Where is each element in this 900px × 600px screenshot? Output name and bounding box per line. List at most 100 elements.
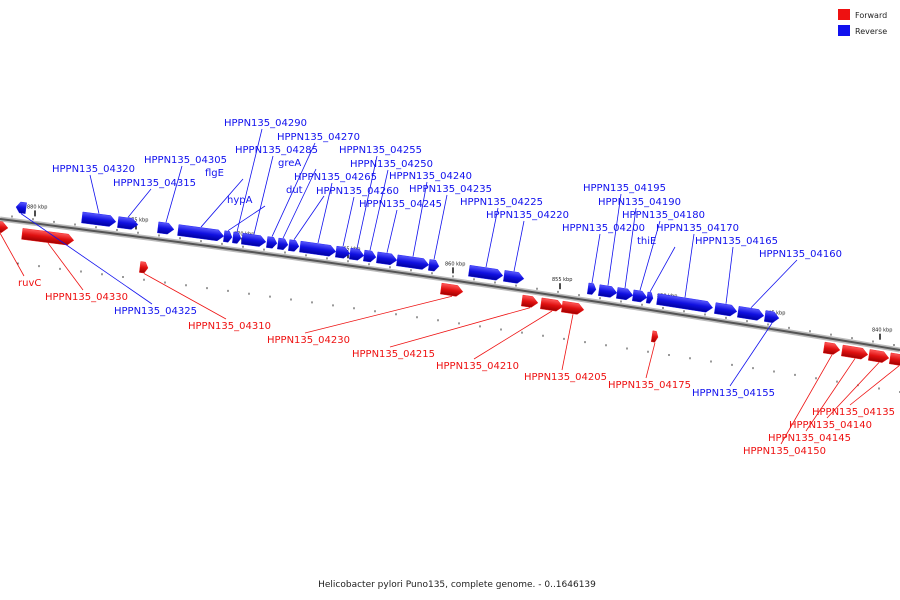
reverse-gene-arrow-icon[interactable] [117,216,139,231]
reverse-gene-arrow-icon[interactable] [428,259,440,272]
gene-feature[interactable] [521,294,539,308]
reverse-gene-arrow-icon[interactable] [266,236,278,249]
gene-feature[interactable] [177,224,225,242]
forward-gene-arrow-icon[interactable] [0,220,9,234]
gene-feature[interactable] [299,240,337,257]
gene-feature[interactable] [428,259,440,272]
reverse-gene-arrow-icon[interactable] [503,270,525,284]
gene-feature[interactable] [650,330,659,343]
gene-feature[interactable] [868,349,890,363]
gene-label[interactable]: HPPN135_04215 [352,349,435,360]
gene-feature[interactable] [540,297,564,312]
reverse-gene-arrow-icon[interactable] [299,240,337,257]
reverse-gene-arrow-icon[interactable] [363,249,377,263]
gene-feature[interactable] [616,287,634,301]
gene-label[interactable]: HPPN135_04320 [52,164,135,175]
gene-label[interactable]: HPPN135_04250 [350,159,433,170]
gene-label[interactable]: HPPN135_04325 [114,306,197,317]
forward-gene-arrow-icon[interactable] [841,344,869,360]
gene-label[interactable]: HPPN135_04330 [45,292,128,303]
forward-gene-arrow-icon[interactable] [440,282,464,297]
gene-label[interactable]: HPPN135_04245 [359,199,442,210]
reverse-gene-arrow-icon[interactable] [241,233,267,247]
gene-label[interactable]: HPPN135_04165 [695,236,778,247]
gene-feature[interactable] [241,233,267,247]
gene-label[interactable]: HPPN135_04180 [622,210,705,221]
gene-feature[interactable] [376,251,398,266]
gene-feature[interactable] [157,221,175,235]
gene-feature[interactable] [117,216,139,231]
gene-feature[interactable] [349,247,365,261]
reverse-gene-arrow-icon[interactable] [288,239,300,252]
reverse-gene-arrow-icon[interactable] [177,224,225,242]
gene-label[interactable]: HPPN135_04135 [812,407,895,418]
gene-label[interactable]: HPPN135_04145 [768,433,851,444]
gene-label[interactable]: HPPN135_04240 [389,171,472,182]
gene-label[interactable]: HPPN135_04290 [224,118,307,129]
forward-gene-arrow-icon[interactable] [540,297,564,312]
gene-label[interactable]: HPPN135_04235 [409,184,492,195]
forward-gene-arrow-icon[interactable] [521,294,539,308]
gene-feature[interactable] [632,289,648,303]
gene-label[interactable]: HPPN135_04175 [608,380,691,391]
gene-feature[interactable] [139,261,149,274]
forward-gene-arrow-icon[interactable] [868,349,890,363]
gene-label[interactable]: HPPN135_04230 [267,335,350,346]
gene-feature[interactable] [714,302,738,317]
gene-feature[interactable] [656,293,713,314]
reverse-gene-arrow-icon[interactable] [714,302,738,317]
forward-gene-arrow-icon[interactable] [888,352,900,367]
gene-label[interactable]: HPPN135_04225 [460,197,543,208]
reverse-gene-arrow-icon[interactable] [81,211,117,227]
gene-feature[interactable] [503,270,525,284]
reverse-gene-arrow-icon[interactable] [468,265,504,281]
reverse-gene-arrow-icon[interactable] [632,289,648,303]
reverse-gene-arrow-icon[interactable] [656,293,713,314]
forward-gene-arrow-icon[interactable] [822,341,841,355]
forward-gene-arrow-icon[interactable] [650,330,659,343]
gene-label[interactable]: HPPN135_04260 [316,186,399,197]
gene-label[interactable]: HPPN135_04315 [113,178,196,189]
reverse-gene-arrow-icon[interactable] [376,251,398,266]
gene-feature[interactable] [335,245,351,259]
gene-feature[interactable] [822,341,841,355]
gene-label[interactable]: HPPN135_04265 [294,172,377,183]
gene-label[interactable]: HPPN135_04155 [692,388,775,399]
gene-feature[interactable] [645,291,654,304]
gene-label[interactable]: HPPN135_04205 [524,372,607,383]
reverse-gene-arrow-icon[interactable] [616,287,634,301]
gene-feature[interactable] [598,284,618,299]
gene-label[interactable]: hypA [227,195,253,206]
gene-label[interactable]: greA [278,158,301,169]
gene-feature[interactable] [888,352,900,367]
gene-feature[interactable] [223,230,233,243]
gene-label[interactable]: HPPN135_04200 [562,223,645,234]
reverse-gene-arrow-icon[interactable] [349,247,365,261]
reverse-gene-arrow-icon[interactable] [335,245,351,259]
reverse-gene-arrow-icon[interactable] [737,306,765,321]
gene-label[interactable]: HPPN135_04195 [583,183,666,194]
reverse-gene-arrow-icon[interactable] [15,201,27,214]
gene-feature[interactable] [737,306,765,321]
gene-feature[interactable] [363,249,377,263]
gene-label[interactable]: HPPN135_04190 [598,197,681,208]
gene-feature[interactable] [0,220,9,234]
gene-feature[interactable] [81,211,117,227]
gene-feature[interactable] [841,344,869,360]
gene-feature[interactable] [440,282,464,297]
gene-label[interactable]: HPPN135_04305 [144,155,227,166]
gene-feature[interactable] [561,300,585,315]
forward-gene-arrow-icon[interactable] [139,261,149,274]
gene-feature[interactable] [586,282,597,295]
reverse-gene-arrow-icon[interactable] [396,254,430,270]
gene-feature[interactable] [232,231,242,244]
gene-label[interactable]: ruvC [18,278,41,289]
gene-label[interactable]: HPPN135_04210 [436,361,519,372]
gene-label[interactable]: HPPN135_04220 [486,210,569,221]
gene-feature[interactable] [15,201,27,214]
reverse-gene-arrow-icon[interactable] [277,237,289,250]
gene-label[interactable]: HPPN135_04285 [235,145,318,156]
gene-label[interactable]: thiE [637,236,656,247]
gene-label[interactable]: HPPN135_04310 [188,321,271,332]
gene-feature[interactable] [763,310,780,324]
